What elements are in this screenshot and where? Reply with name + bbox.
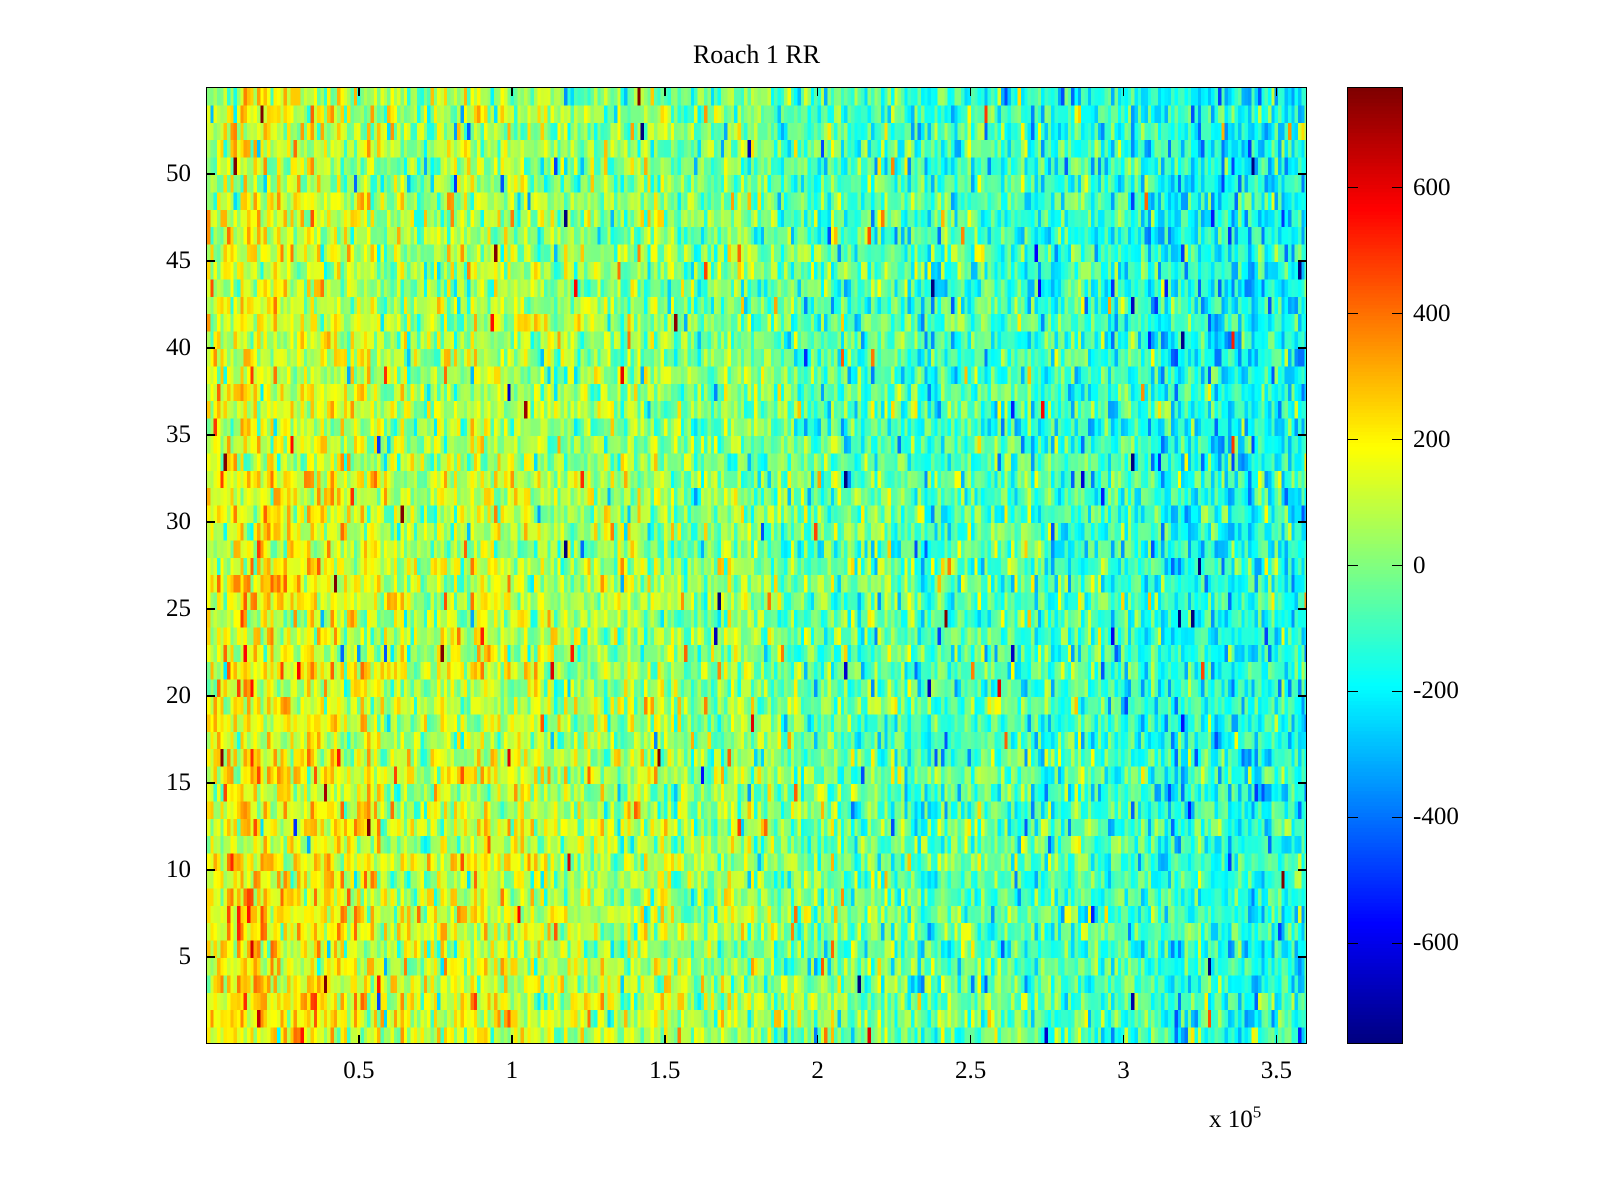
x-tick-label: 2.5	[954, 1057, 987, 1084]
colorbar-tick-mark	[1347, 690, 1358, 693]
y-tick-mark-right	[1298, 434, 1307, 436]
colorbar-tick-mark-right	[1392, 942, 1403, 944]
x-tick-label: 1.5	[649, 1057, 681, 1084]
x-tick-mark-top	[664, 87, 666, 96]
y-tick-label: 25	[166, 595, 191, 622]
colorbar-tick-label: 200	[1413, 425, 1451, 453]
colorbar-tick-mark-right	[1392, 438, 1403, 441]
x-tick-mark	[1122, 1035, 1125, 1044]
y-tick-mark-right	[1298, 521, 1307, 523]
y-tick-label: 15	[166, 769, 191, 796]
x-tick-mark-top	[969, 87, 972, 96]
colorbar-tick-label: -600	[1413, 929, 1459, 957]
y-tick-mark-right	[1298, 347, 1307, 349]
y-tick-mark-right	[1298, 608, 1307, 610]
colorbar-tick-mark-right	[1392, 186, 1403, 189]
x-tick-mark-top	[511, 87, 513, 96]
y-tick-mark	[206, 434, 215, 436]
colorbar-tick-mark-right	[1392, 816, 1403, 819]
x-tick-mark	[969, 1035, 972, 1044]
y-tick-mark-right	[1298, 260, 1307, 262]
y-tick-mark	[206, 260, 215, 262]
y-tick-mark-right	[1298, 956, 1307, 958]
y-tick-mark-right	[1298, 869, 1307, 871]
y-tick-label: 30	[166, 508, 191, 535]
heatmap-image	[207, 88, 1306, 1043]
x-tick-label: 0.5	[343, 1057, 375, 1084]
x-axis-exponent-label: x 105	[1209, 1102, 1262, 1134]
x-tick-mark-top	[358, 87, 360, 96]
y-tick-mark	[206, 347, 215, 349]
x-tick-mark-top	[1275, 87, 1278, 96]
y-tick-mark-right	[1298, 782, 1307, 784]
colorbar-tick-mark	[1347, 816, 1358, 819]
y-tick-mark	[206, 608, 215, 610]
colorbar-tick-label: -400	[1413, 803, 1459, 831]
colorbar-tick-label: -200	[1413, 677, 1459, 705]
x-tick-mark	[511, 1035, 513, 1044]
colorbar-tick-mark-right	[1392, 690, 1403, 693]
y-tick-mark	[206, 782, 215, 784]
y-tick-mark	[206, 869, 215, 871]
y-tick-label: 35	[166, 421, 191, 448]
colorbar-tick-mark-right	[1392, 564, 1403, 567]
y-tick-label: 20	[166, 682, 191, 709]
colorbar-tick-mark	[1347, 564, 1358, 567]
y-tick-label: 45	[166, 247, 191, 274]
colorbar-tick-label: 0	[1413, 551, 1426, 579]
colorbar-tick-mark	[1347, 186, 1358, 189]
colorbar-tick-mark-right	[1392, 312, 1403, 315]
x-tick-mark-top	[816, 87, 819, 96]
y-tick-label: 40	[166, 334, 191, 361]
y-tick-mark	[206, 695, 215, 697]
y-tick-mark-right	[1298, 173, 1307, 175]
heatmap-axes[interactable]	[206, 87, 1307, 1044]
y-tick-mark-right	[1298, 695, 1307, 697]
x-tick-mark	[816, 1035, 819, 1044]
x-tick-label: 1	[505, 1057, 519, 1084]
y-tick-mark	[206, 956, 215, 958]
x-exponent-mantissa: x 10	[1209, 1106, 1253, 1133]
y-tick-mark	[206, 173, 215, 175]
colorbar-tick-mark	[1347, 942, 1358, 944]
x-tick-label: 3.5	[1260, 1057, 1293, 1084]
colorbar-tick-mark	[1347, 312, 1358, 315]
page-title: Roach 1 RR	[692, 40, 821, 69]
colorbar-tick-label: 400	[1413, 299, 1451, 327]
x-tick-label: 3	[1117, 1057, 1130, 1084]
x-tick-mark	[664, 1035, 666, 1044]
y-tick-label: 10	[166, 856, 191, 883]
y-tick-label: 50	[166, 160, 191, 187]
y-tick-label: 5	[178, 943, 192, 970]
colorbar-tick-label: 600	[1413, 173, 1451, 201]
y-tick-mark	[206, 521, 215, 523]
x-tick-mark	[1275, 1035, 1278, 1044]
colorbar-tick-mark	[1347, 438, 1358, 441]
x-tick-label: 2	[811, 1057, 824, 1084]
x-tick-mark-top	[1122, 87, 1125, 96]
x-exponent-power: 5	[1252, 1102, 1262, 1122]
x-tick-mark	[358, 1035, 360, 1044]
